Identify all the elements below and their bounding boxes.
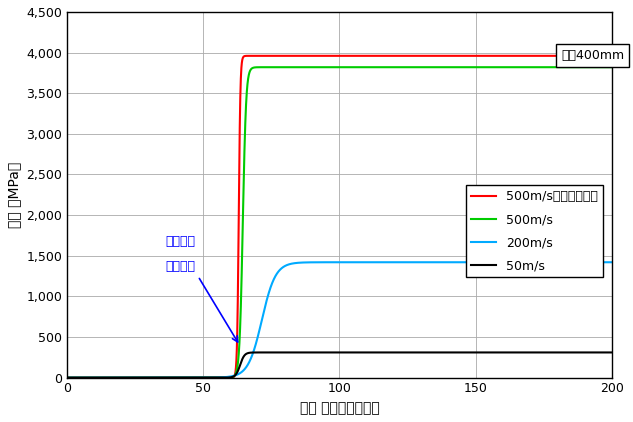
- 500m/s、構成則なし: [162, 375, 170, 380]
- 500m/s: [511, 65, 519, 70]
- 50m/s: [390, 350, 398, 355]
- 50m/s: [162, 375, 170, 380]
- Legend: 500m/s、構成則なし, 500m/s, 200m/s, 50m/s: 500m/s、構成則なし, 500m/s, 200m/s, 50m/s: [466, 185, 603, 277]
- 500m/s、構成則なし: [418, 53, 425, 58]
- 500m/s: [418, 65, 425, 70]
- 200m/s: [470, 260, 477, 265]
- 50m/s: [316, 350, 324, 355]
- 200m/s: [272, 274, 279, 279]
- 500m/s: [272, 65, 279, 70]
- Y-axis label: 圧力 （MPa）: 圧力 （MPa）: [7, 162, 21, 228]
- Line: 500m/s: 500m/s: [67, 67, 611, 378]
- Line: 500m/s、構成則なし: 500m/s、構成則なし: [67, 56, 611, 378]
- 200m/s: [511, 260, 519, 265]
- 500m/s、構成則なし: [470, 53, 477, 58]
- 200m/s: [418, 260, 425, 265]
- 500m/s、構成則なし: [63, 375, 71, 380]
- 50m/s: [470, 350, 477, 355]
- 500m/s: [162, 375, 170, 380]
- 500m/s、構成則なし: [390, 53, 398, 58]
- 50m/s: [272, 350, 279, 355]
- 500m/s: [63, 375, 71, 380]
- 500m/s、構成則なし: [272, 53, 279, 58]
- 500m/s: [299, 65, 307, 70]
- 200m/s: [508, 260, 516, 265]
- 50m/s: [418, 350, 425, 355]
- Line: 200m/s: 200m/s: [67, 262, 611, 378]
- 50m/s: [63, 375, 71, 380]
- 200m/s: [63, 375, 71, 380]
- Line: 50m/s: 50m/s: [67, 352, 611, 378]
- Text: ユゴニオ: ユゴニオ: [165, 235, 195, 248]
- 500m/s、構成則なし: [511, 53, 519, 58]
- Text: 弾性限界: 弾性限界: [165, 260, 195, 273]
- 500m/s、構成則なし: [265, 53, 273, 58]
- 500m/s: [390, 65, 398, 70]
- 200m/s: [162, 375, 170, 380]
- 200m/s: [608, 260, 615, 265]
- 50m/s: [511, 350, 519, 355]
- X-axis label: 時刻 （マイクロ秒）: 時刻 （マイクロ秒）: [299, 401, 379, 415]
- 500m/s: [608, 65, 615, 70]
- 500m/s、構成則なし: [608, 53, 615, 58]
- 200m/s: [390, 260, 398, 265]
- 50m/s: [608, 350, 615, 355]
- Text: 距離400mm: 距離400mm: [561, 49, 624, 62]
- 500m/s: [470, 65, 477, 70]
